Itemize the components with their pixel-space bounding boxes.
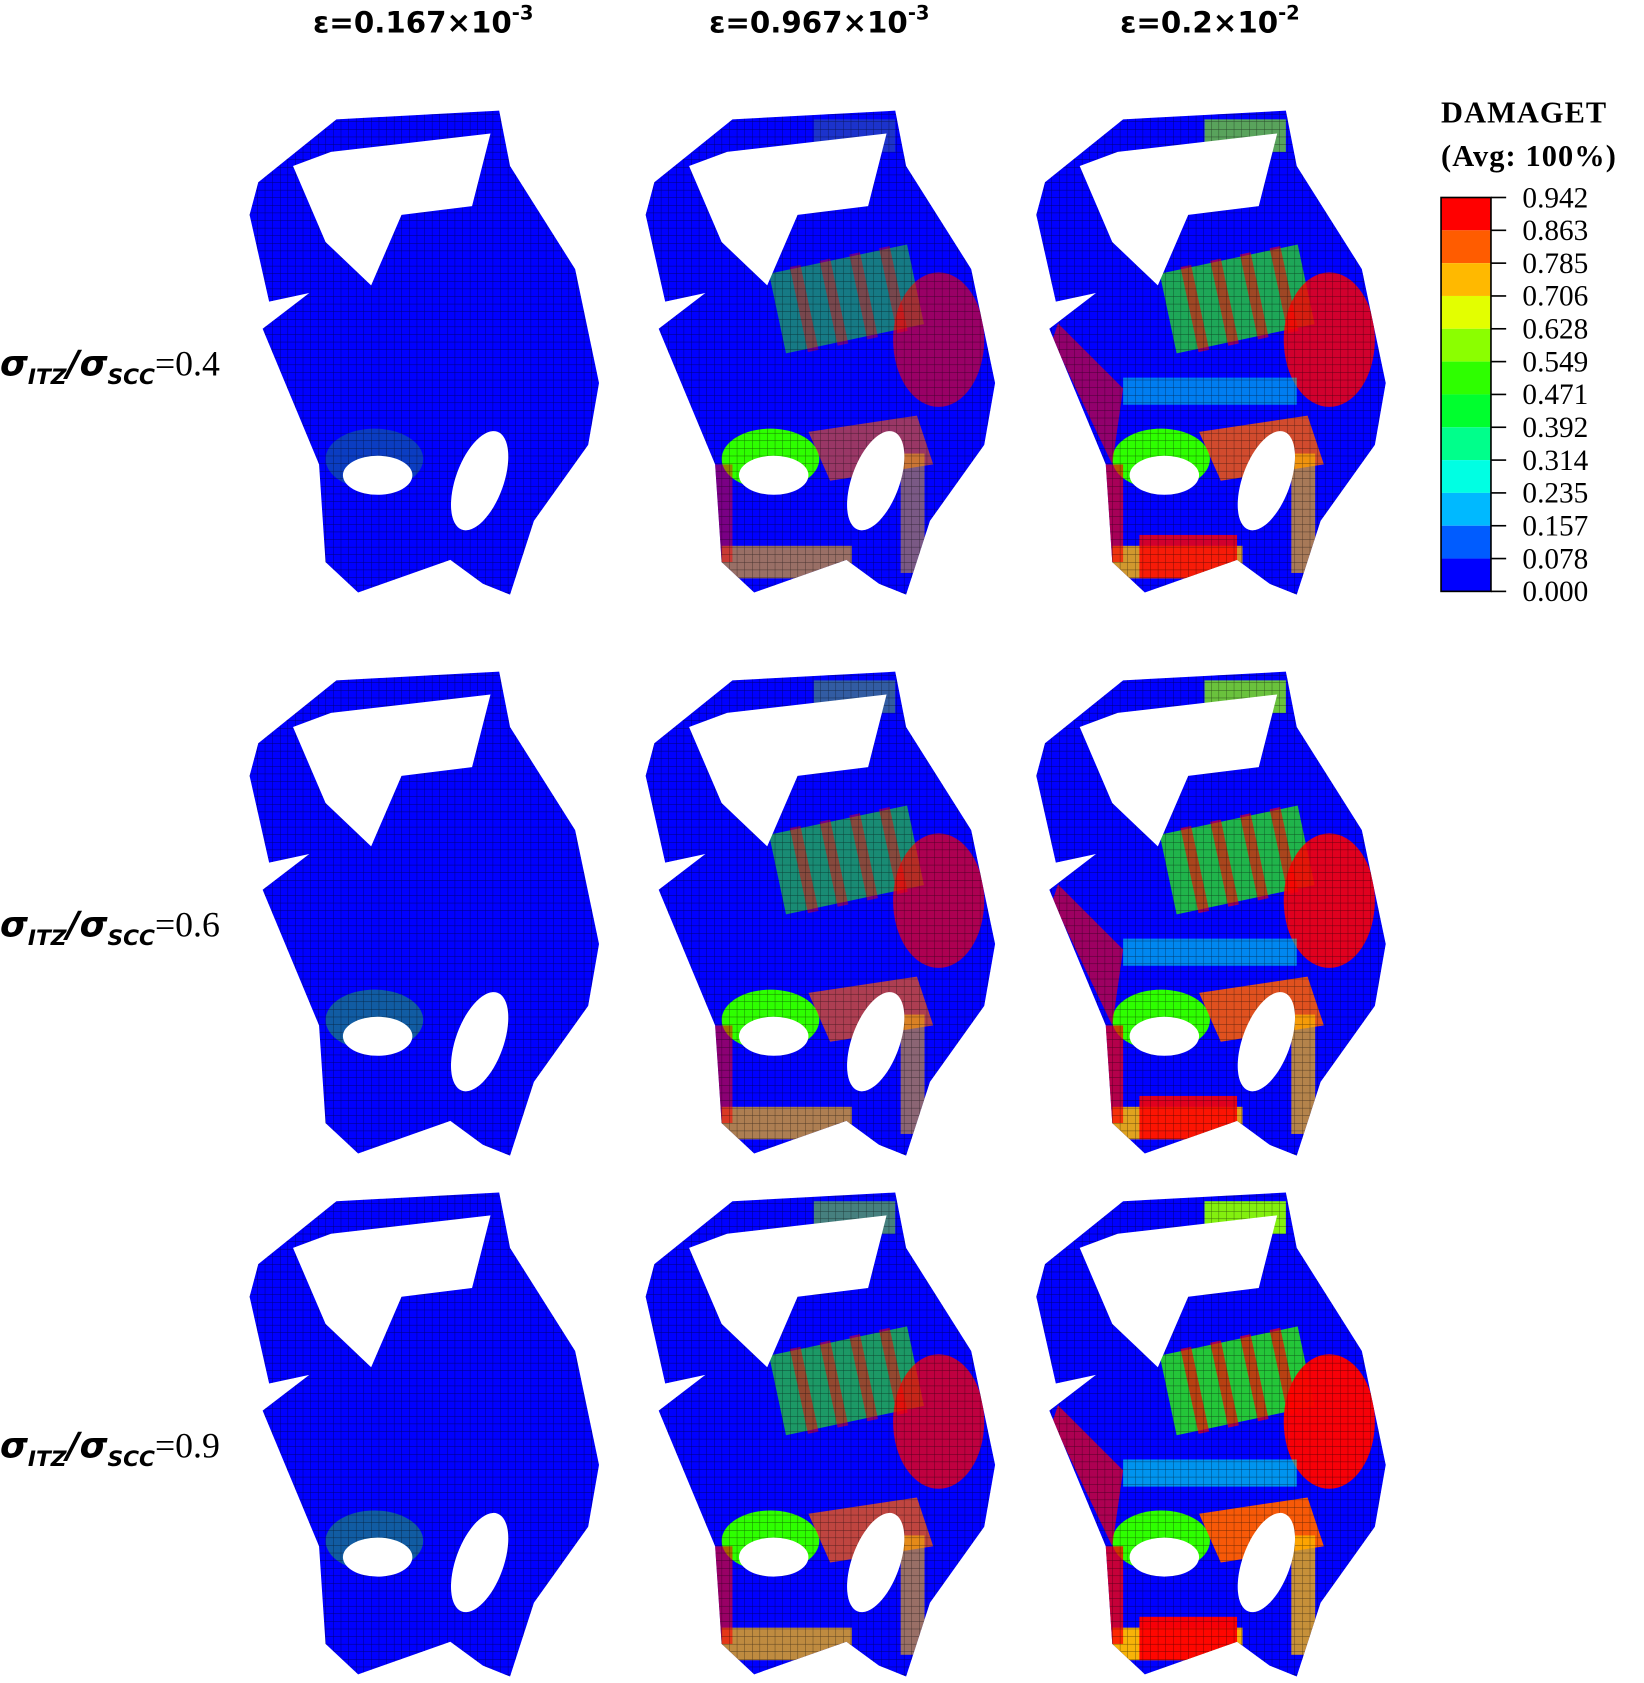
legend-title: DAMAGET — [1441, 96, 1607, 130]
row-label: σITZ/σSCC=0.6 — [0, 904, 220, 951]
contour-panel — [645, 671, 996, 1156]
void — [451, 992, 509, 1092]
subscript: SCC — [107, 926, 155, 951]
header-base: ε=0.2×10 — [1120, 6, 1278, 40]
legend-swatch — [1441, 197, 1491, 231]
void — [1129, 1537, 1200, 1577]
void — [293, 1215, 491, 1368]
legend-swatch — [1441, 558, 1491, 592]
contour-panel — [645, 1192, 996, 1677]
legend-label: 0.078 — [1522, 543, 1588, 575]
header-base: ε=0.167×10 — [313, 6, 512, 40]
void — [1079, 1215, 1278, 1368]
legend-label: 0.000 — [1522, 576, 1588, 608]
contour-panel — [249, 110, 600, 595]
subscript: SCC — [107, 365, 155, 390]
legend-swatch — [1441, 230, 1491, 264]
symbol: σ — [0, 904, 28, 945]
void — [1079, 133, 1278, 286]
header-base: ε=0.967×10 — [709, 6, 908, 40]
legend-swatch — [1441, 328, 1491, 362]
separator: / — [63, 1425, 83, 1466]
legend-label: 0.942 — [1522, 182, 1588, 214]
void — [342, 455, 413, 495]
column-header: ε=0.167×10-3 — [313, 2, 533, 40]
void — [847, 1512, 905, 1613]
header-exponent: -2 — [1278, 2, 1300, 25]
legend-label: 0.863 — [1522, 215, 1588, 247]
contour-panel — [249, 1192, 600, 1677]
void — [1129, 1016, 1200, 1056]
contour-panel — [249, 671, 600, 1156]
void — [1237, 431, 1295, 531]
header-exponent: -3 — [908, 2, 930, 25]
void — [1129, 455, 1200, 495]
legend-label: 0.549 — [1522, 346, 1588, 378]
void — [738, 1016, 809, 1056]
legend-swatch — [1441, 492, 1491, 526]
symbol: σ — [0, 343, 28, 384]
void — [689, 694, 887, 847]
legend-swatch — [1441, 427, 1491, 461]
legend-label: 0.392 — [1522, 412, 1588, 444]
void — [847, 431, 905, 531]
ratio: =0.9 — [155, 1425, 220, 1465]
legend-swatch — [1441, 394, 1491, 428]
subscript: ITZ — [28, 926, 68, 951]
legend-label: 0.706 — [1522, 281, 1588, 313]
subscript: SCC — [107, 1447, 155, 1472]
void — [1237, 1512, 1295, 1613]
contour-panel — [1036, 110, 1386, 595]
legend-swatch — [1441, 460, 1491, 493]
void — [847, 992, 905, 1092]
void — [293, 133, 491, 286]
void — [451, 431, 509, 531]
void — [342, 1537, 413, 1577]
void — [689, 1215, 887, 1368]
symbol: σ — [80, 1425, 108, 1466]
legend-swatch — [1441, 295, 1491, 329]
subscript: ITZ — [28, 365, 68, 390]
void — [738, 1537, 809, 1577]
legend-subtitle: (Avg: 100%) — [1441, 139, 1617, 173]
void — [451, 1512, 509, 1613]
column-header: ε=0.2×10-2 — [1120, 2, 1300, 40]
legend-label: 0.235 — [1522, 478, 1588, 510]
legend-swatch — [1441, 361, 1491, 395]
symbol: σ — [80, 904, 108, 945]
contour-panel — [1036, 1192, 1386, 1677]
legend-label: 0.314 — [1522, 445, 1588, 477]
row-label: σITZ/σSCC=0.4 — [0, 343, 220, 390]
void — [1237, 992, 1295, 1092]
contour-panel — [1036, 671, 1386, 1156]
void — [342, 1016, 413, 1056]
separator: / — [63, 343, 83, 384]
legend-label: 0.785 — [1522, 248, 1588, 280]
legend-label: 0.628 — [1522, 314, 1588, 346]
row-label: σITZ/σSCC=0.9 — [0, 1425, 220, 1472]
void — [1079, 694, 1278, 847]
legend-swatch — [1441, 263, 1491, 296]
void — [689, 133, 887, 286]
header-exponent: -3 — [512, 2, 534, 25]
ratio: =0.4 — [155, 343, 220, 383]
void — [738, 455, 809, 495]
subscript: ITZ — [28, 1447, 68, 1472]
contour-panel — [645, 110, 996, 595]
void — [293, 694, 491, 847]
symbol: σ — [80, 343, 108, 384]
separator: / — [63, 904, 83, 945]
ratio: =0.6 — [155, 904, 220, 944]
legend-swatch — [1441, 525, 1491, 559]
column-header: ε=0.967×10-3 — [709, 2, 929, 40]
legend-label: 0.157 — [1522, 511, 1588, 543]
legend-label: 0.471 — [1522, 379, 1588, 411]
symbol: σ — [0, 1425, 28, 1466]
